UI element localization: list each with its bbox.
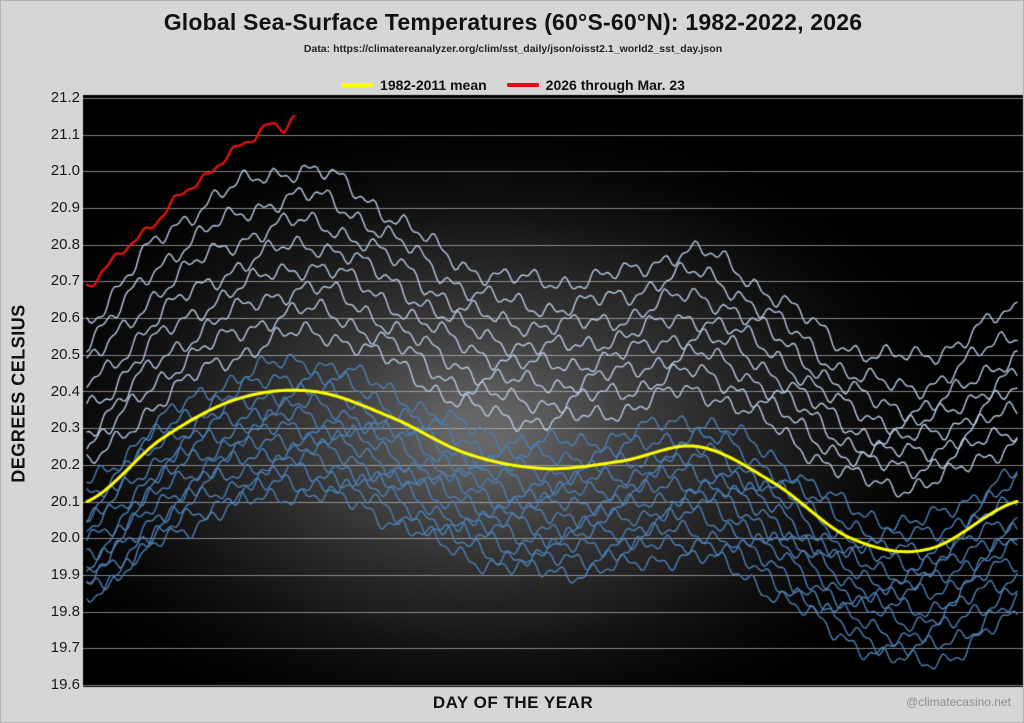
legend-item-mean: 1982-2011 mean <box>341 77 487 93</box>
y-tick-label: 20.2 <box>50 455 80 473</box>
watermark: @climatecasino.net <box>906 695 1011 709</box>
y-tick-label: 19.7 <box>50 639 80 657</box>
chart-title: Global Sea-Surface Temperatures (60°S-60… <box>163 9 863 35</box>
current-line-swatch-icon <box>506 83 539 87</box>
x-axis-title: DAY OF THE YEAR <box>432 693 594 712</box>
y-tick-label: 19.6 <box>50 676 80 693</box>
chart-subtitle: Data: https://climatereanalyzer.org/clim… <box>303 43 723 55</box>
y-tick-label: 19.8 <box>50 602 80 620</box>
y-tick-label: 20.1 <box>50 492 80 510</box>
legend: 1982-2011 mean 2026 through Mar. 23 <box>1 77 1023 93</box>
y-tick-label: 20.8 <box>50 235 80 253</box>
y-tick-label: 21.0 <box>50 162 80 180</box>
y-tick-label: 20.3 <box>50 419 80 437</box>
y-tick-label: 20.6 <box>50 309 80 327</box>
legend-label-2026: 2026 through Mar. 23 <box>545 77 685 93</box>
mean-line-swatch-icon <box>341 83 374 87</box>
y-tick-label: 20.7 <box>50 272 80 290</box>
y-axis-title: DEGREES CELSIUS <box>8 304 29 483</box>
y-tick-label: 20.5 <box>50 345 80 363</box>
y-tick-label: 19.9 <box>50 565 80 583</box>
legend-item-2026: 2026 through Mar. 23 <box>506 77 685 93</box>
y-tick-label: 20.9 <box>50 199 80 217</box>
y-tick-label: 20.4 <box>50 382 80 400</box>
y-tick-label: 20.0 <box>50 529 80 547</box>
y-tick-label: 21.2 <box>50 89 80 106</box>
y-tick-label: 21.1 <box>50 125 80 143</box>
legend-label-mean: 1982-2011 mean <box>380 77 487 93</box>
